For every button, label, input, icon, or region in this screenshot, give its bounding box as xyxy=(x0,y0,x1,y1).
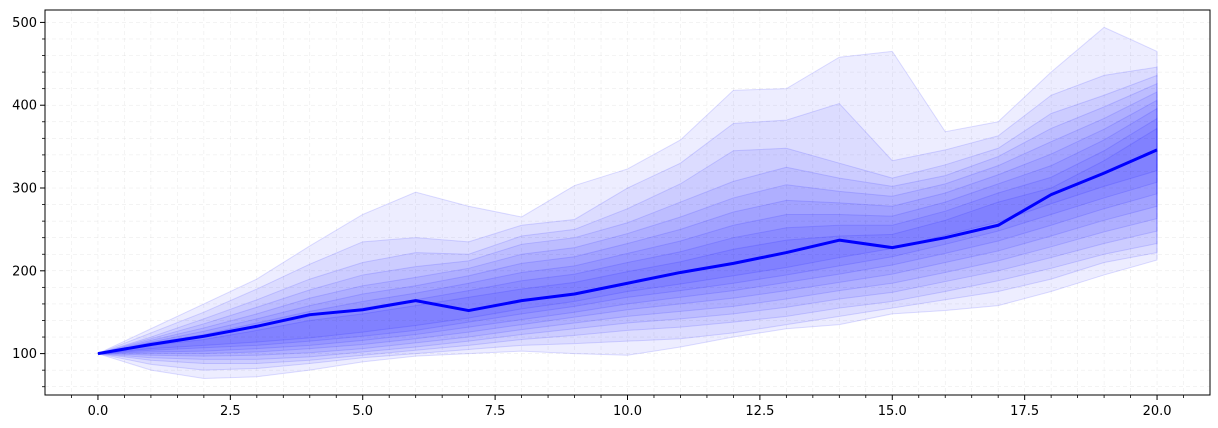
x-tick-label: 7.5 xyxy=(485,404,506,419)
y-tick-label: 400 xyxy=(12,99,37,114)
y-tick-label: 500 xyxy=(12,16,37,31)
y-tick-label: 100 xyxy=(12,347,37,362)
quantile-band-4 xyxy=(97,82,1158,360)
x-tick-label: 5.0 xyxy=(352,404,373,419)
x-tick-label: 15.0 xyxy=(878,404,907,419)
y-tick-label: 300 xyxy=(12,182,37,197)
x-tick-label: 0.0 xyxy=(88,404,109,419)
y-tick-label: 200 xyxy=(12,264,37,279)
quantile-band-3 xyxy=(97,74,1158,365)
x-tick-label: 2.5 xyxy=(220,404,241,419)
grid xyxy=(45,10,1210,395)
quantile-band-6 xyxy=(97,99,1158,355)
quantile-band-1 xyxy=(96,26,1158,379)
x-tick-label: 12.5 xyxy=(745,404,774,419)
x-tick-label: 10.0 xyxy=(613,404,642,419)
quantile-bands xyxy=(96,26,1158,379)
quantile-band-5 xyxy=(97,91,1158,357)
x-tick-label: 17.5 xyxy=(1010,404,1039,419)
median-series xyxy=(97,148,1158,356)
quantile-band-2 xyxy=(96,66,1158,371)
median-line xyxy=(97,148,1158,356)
x-tick-label: 20.0 xyxy=(1143,404,1172,419)
quantile-band-9 xyxy=(97,127,1158,355)
axis-ticks: 0.0 2.5 5.0 7.5 10.0 12.5 15.0 17.5 20.0 100 200 30… xyxy=(12,16,1184,419)
